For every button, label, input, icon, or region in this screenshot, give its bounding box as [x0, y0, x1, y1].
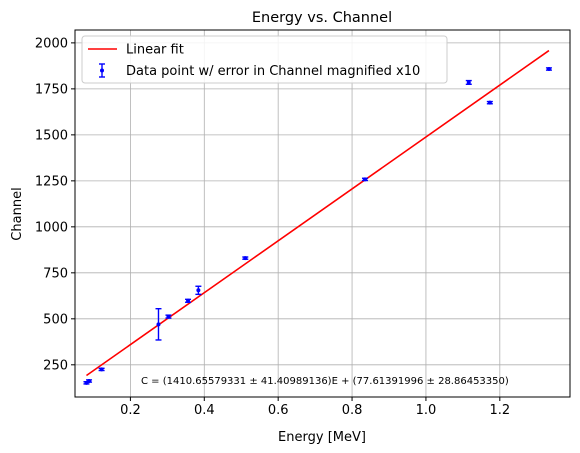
series-layer [83, 51, 551, 385]
data-marker [186, 299, 190, 303]
data-marker [156, 322, 160, 326]
plot-frame [75, 30, 570, 397]
y-tick-label: 1750 [35, 82, 68, 97]
x-tick-label: 0.8 [342, 403, 363, 418]
x-tick-label: 1.0 [416, 403, 437, 418]
y-tick-label: 500 [43, 312, 68, 327]
y-tick-label: 250 [43, 358, 68, 373]
x-tick-label: 0.6 [268, 403, 289, 418]
data-point [546, 67, 552, 71]
data-marker [100, 367, 104, 371]
y-tick-label: 1000 [35, 220, 68, 235]
x-axis-label: Energy [MeV] [278, 430, 366, 445]
data-point [362, 177, 368, 181]
data-point [195, 286, 201, 294]
data-marker [363, 177, 367, 181]
fit-equation-annotation: C = (1410.65579331 ± 41.40989136)E + (77… [141, 376, 509, 387]
legend-label-linear-fit: Linear fit [126, 43, 184, 58]
grid [75, 30, 570, 397]
data-point [487, 101, 493, 105]
y-axis-label: Channel [10, 187, 25, 240]
data-point [185, 299, 191, 303]
y-tick-label: 2000 [35, 36, 68, 51]
y-tick-label: 1250 [35, 174, 68, 189]
x-axis: 0.2 0.4 0.6 0.8 1.0 1.2 [120, 397, 510, 418]
chart-title: Energy vs. Channel [252, 10, 392, 26]
data-point [99, 367, 105, 371]
data-marker [547, 67, 551, 71]
legend: Linear fit Data point w/ error in Channe… [82, 36, 447, 83]
data-marker [488, 101, 492, 105]
data-marker [196, 288, 200, 292]
x-tick-label: 1.2 [489, 403, 510, 418]
data-marker [243, 256, 247, 260]
data-point [242, 256, 248, 260]
y-tick-label: 1500 [35, 128, 68, 143]
data-marker [87, 379, 91, 383]
legend-label-data-points: Data point w/ error in Channel magnified… [126, 64, 420, 79]
y-axis: 250 500 750 1000 1250 1500 1750 2000 [35, 36, 75, 373]
data-marker [467, 80, 471, 84]
x-tick-label: 0.4 [194, 403, 215, 418]
linear-fit-line [86, 51, 548, 376]
data-marker [166, 315, 170, 319]
data-point [466, 80, 472, 84]
x-tick-label: 0.2 [120, 403, 141, 418]
y-tick-label: 750 [43, 266, 68, 281]
